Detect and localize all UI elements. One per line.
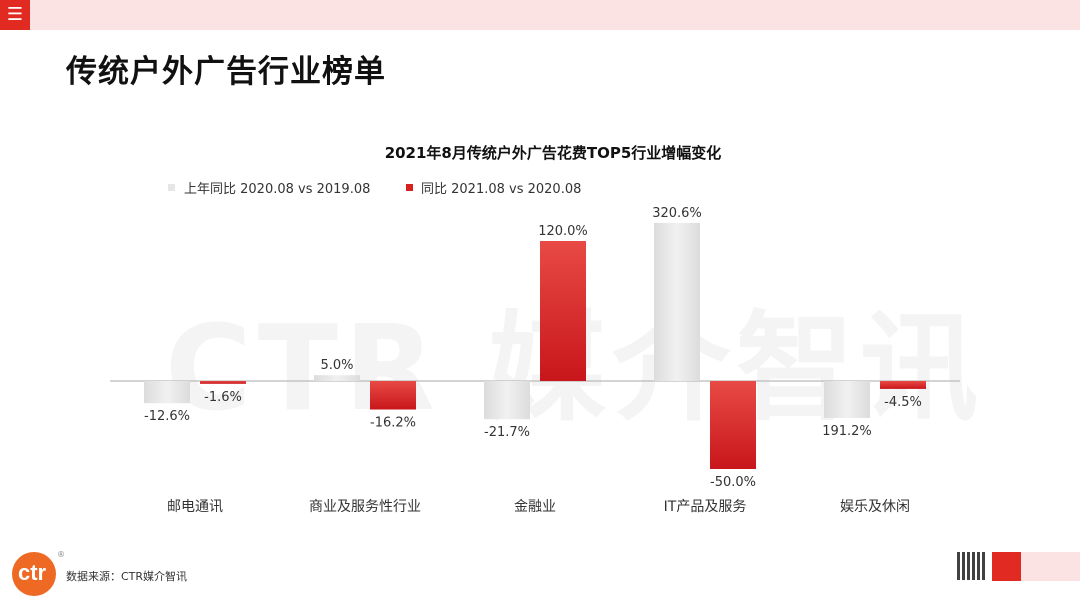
bar-prev-year-4 bbox=[824, 381, 870, 418]
bar-prev-year-3 bbox=[654, 222, 700, 381]
footer-red-block bbox=[992, 552, 1021, 581]
legend-label-current-year: 同比 2021.08 vs 2020.08 bbox=[421, 182, 581, 197]
category-label-2: 金融业 bbox=[514, 499, 556, 515]
top-bar bbox=[0, 0, 1080, 30]
chart-title: 2021年8月传统户外广告花费TOP5行业增幅变化 bbox=[385, 144, 722, 162]
data-label-prev-year-3: 320.6% bbox=[652, 206, 702, 221]
data-label-current-year-3: -50.0% bbox=[710, 475, 756, 490]
category-label-1: 商业及服务性行业 bbox=[309, 499, 421, 515]
data-label-current-year-0: -1.6% bbox=[204, 390, 242, 405]
data-source: 数据来源：CTR媒介智讯 bbox=[66, 570, 188, 583]
data-label-prev-year-0: -12.6% bbox=[144, 409, 190, 424]
legend-swatch-prev-year bbox=[168, 184, 175, 191]
data-label-prev-year-2: -21.7% bbox=[484, 425, 530, 440]
data-label-prev-year-4: 191.2% bbox=[822, 424, 872, 439]
bar-current-year-2 bbox=[540, 241, 586, 381]
footer-pink-block bbox=[1021, 552, 1080, 581]
bar-current-year-0 bbox=[200, 381, 246, 384]
legend-label-prev-year: 上年同比 2020.08 vs 2019.08 bbox=[184, 182, 370, 197]
registered-mark: ® bbox=[57, 550, 65, 559]
bar-prev-year-1 bbox=[314, 375, 360, 381]
menu-icon[interactable]: ☰ bbox=[0, 0, 30, 30]
bar-current-year-1 bbox=[370, 381, 416, 410]
category-label-0: 邮电通讯 bbox=[167, 499, 223, 515]
bar-current-year-3 bbox=[710, 381, 756, 469]
data-label-current-year-4: -4.5% bbox=[884, 395, 922, 410]
category-label-4: 娱乐及休闲 bbox=[840, 499, 910, 515]
ctr-logo bbox=[12, 552, 56, 596]
legend-swatch-current-year bbox=[406, 184, 413, 191]
data-label-current-year-1: -16.2% bbox=[370, 416, 416, 431]
data-label-current-year-2: 120.0% bbox=[538, 224, 588, 239]
data-label-prev-year-1: 5.0% bbox=[320, 358, 353, 373]
qr-code-icon bbox=[957, 552, 985, 580]
page-title: 传统户外广告行业榜单 bbox=[66, 54, 386, 90]
bar-prev-year-2 bbox=[484, 381, 530, 420]
bar-prev-year-0 bbox=[144, 381, 190, 404]
bar-current-year-4 bbox=[880, 381, 926, 389]
ctr-logo-text: ctr bbox=[18, 560, 47, 585]
category-label-3: IT产品及服务 bbox=[664, 499, 747, 515]
